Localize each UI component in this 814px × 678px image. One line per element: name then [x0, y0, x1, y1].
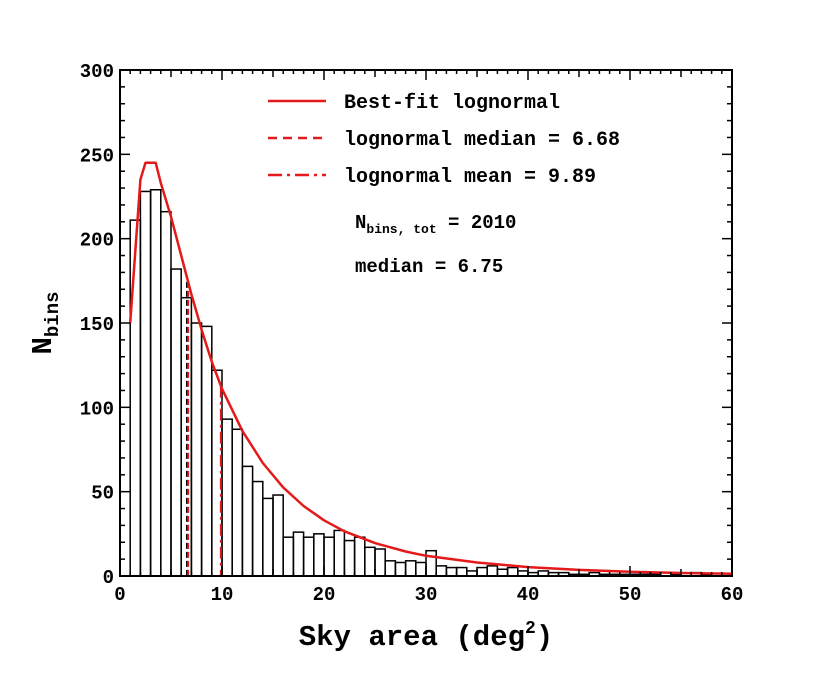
histogram-bar — [221, 418, 233, 576]
x-tick-label: 50 — [619, 584, 642, 606]
histogram-bar — [129, 219, 142, 576]
histogram-bar — [435, 565, 448, 576]
histogram-bar — [139, 190, 152, 576]
histogram-bar — [313, 533, 325, 576]
y-tick-label: 300 — [80, 61, 114, 83]
histogram-bar — [374, 548, 386, 576]
legend-label-median: lognormal median = 6.68 — [344, 129, 620, 152]
x-axis-label-superscript: 2 — [525, 619, 536, 639]
y-tick-label: 250 — [80, 145, 114, 167]
y-axis-label: Nbins — [27, 291, 64, 354]
legend: Best-fit lognormal lognormal median = 6.… — [268, 92, 620, 189]
x-tick-label: 10 — [211, 584, 234, 606]
histogram-bar — [343, 539, 356, 576]
x-tick-label: 30 — [415, 584, 438, 606]
annotation-nbins-value: = 2010 — [437, 212, 517, 234]
histogram-bar — [404, 560, 417, 576]
histogram-bar — [251, 480, 264, 576]
y-tick-label: 50 — [91, 483, 114, 505]
y-tick-label: 150 — [80, 314, 114, 336]
histogram-bar — [272, 494, 284, 576]
y-axis-label-subscript: bins — [42, 291, 64, 337]
y-tick-label: 200 — [80, 230, 114, 252]
x-axis-label-text: Sky area (deg — [299, 621, 525, 654]
histogram-bar — [415, 561, 427, 576]
histogram-bar — [384, 560, 397, 576]
histogram-bar — [364, 546, 376, 576]
histogram-bar — [496, 568, 509, 576]
histogram-bar — [200, 325, 213, 576]
y-axis-label-main: N — [27, 337, 60, 354]
x-axis-label-close: ) — [536, 621, 553, 654]
legend-label-fit: Best-fit lognormal — [344, 92, 560, 115]
x-tick-label: 40 — [517, 584, 540, 606]
histogram-bar — [455, 566, 468, 576]
x-tick-label: 20 — [313, 584, 336, 606]
histogram-bar — [302, 536, 315, 576]
annotation-median: median = 6.75 — [355, 256, 503, 278]
x-tick-label: 60 — [721, 584, 744, 606]
annotation-nbins-total: Nbins, tot = 2010 — [355, 212, 516, 237]
y-tick-label: 100 — [80, 398, 114, 420]
histogram-bar — [170, 268, 182, 576]
histogram-bar — [282, 536, 295, 576]
histogram-bar — [425, 549, 437, 576]
legend-label-mean: lognormal mean = 9.89 — [344, 166, 596, 189]
histogram-bar — [506, 566, 519, 576]
histogram-bar — [353, 536, 366, 576]
x-tick-label: 0 — [114, 584, 125, 606]
histogram-bar — [231, 428, 244, 576]
histogram-bar — [323, 536, 335, 576]
histogram-bar — [292, 531, 305, 576]
fit-curve — [128, 161, 732, 576]
histogram-bar — [394, 561, 407, 576]
histogram-bar — [486, 565, 499, 576]
annotation-nbins-main: N — [355, 212, 366, 234]
histogram-bar — [333, 529, 346, 576]
x-axis-label: Sky area (deg2) — [299, 619, 553, 654]
histogram-bar — [190, 322, 203, 576]
histogram-bar — [445, 566, 458, 576]
annotation-nbins-subscript: bins, tot — [366, 222, 436, 237]
histogram-bar — [160, 210, 172, 576]
histogram-bar — [149, 189, 162, 576]
y-tick-label: 0 — [103, 567, 114, 589]
histogram-bar — [262, 497, 274, 576]
histogram-bar — [476, 566, 488, 576]
histogram-bar — [241, 465, 254, 576]
